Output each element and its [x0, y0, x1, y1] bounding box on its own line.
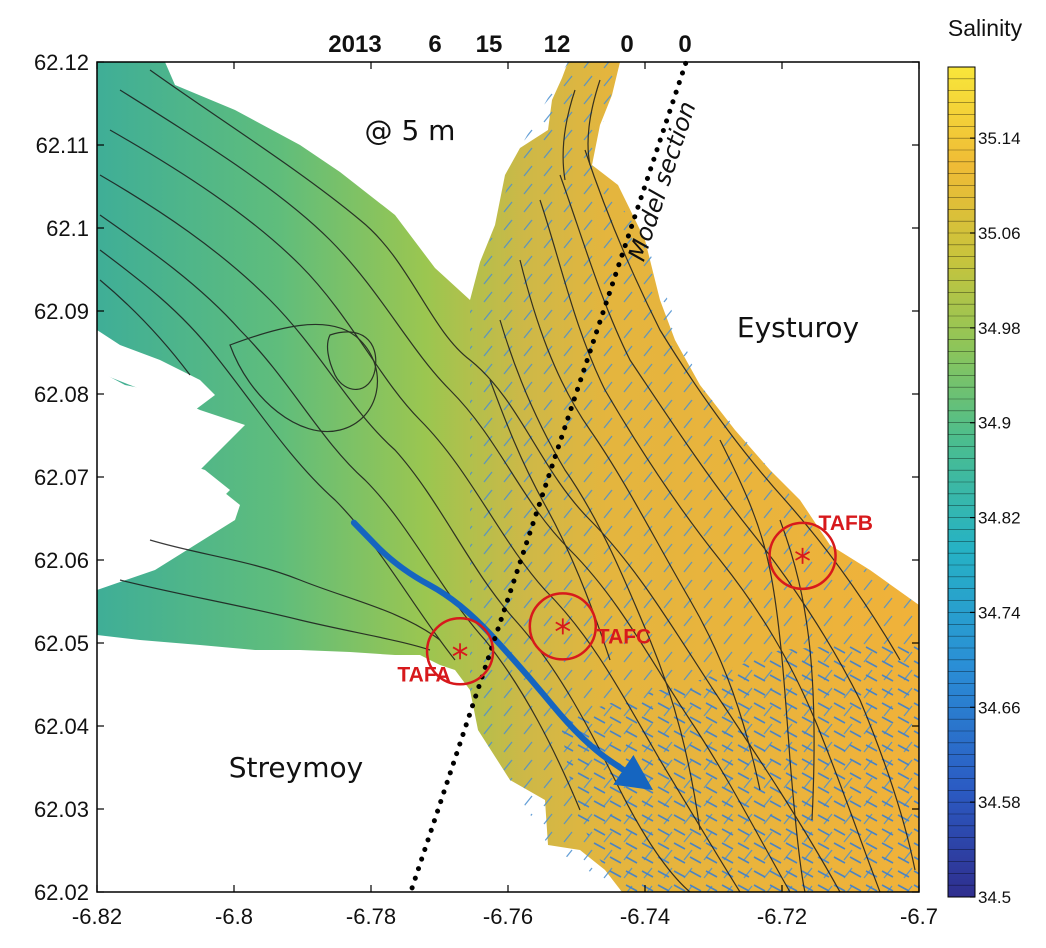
- date-month: 6: [428, 31, 441, 58]
- x-tick-label: -6.74: [620, 904, 670, 929]
- salinity-contours: [99, 69, 916, 892]
- station-tafa: TAFA: [397, 617, 495, 686]
- depth-label: @ 5 m: [365, 114, 456, 147]
- colorbar-tick-label: 34.98: [978, 319, 1021, 338]
- stations: TAFA TAFC TAFB: [397, 512, 873, 686]
- y-tick-label: 62.03: [34, 797, 89, 822]
- station-star-icon: [555, 618, 571, 635]
- colorbar-tick-label: 34.58: [978, 793, 1021, 812]
- y-tick-label: 62.07: [34, 465, 89, 490]
- y-tick-label: 62.04: [34, 714, 89, 739]
- date-day: 15: [476, 31, 503, 58]
- colorbar-tick-label: 34.74: [978, 603, 1021, 622]
- land-label-east: Eysturoy: [737, 311, 859, 344]
- x-tick-label: -6.82: [72, 904, 122, 929]
- x-axis: -6.82 -6.8 -6.78 -6.76 -6.74 -6.72 -6.7: [72, 62, 938, 929]
- station-star-icon: [452, 643, 468, 660]
- colorbar-ticks: 35.14 35.06 34.98 34.9 34.82 34.74 34.66 34.58 3…: [970, 129, 1021, 907]
- y-tick-label: 62.11: [36, 133, 89, 158]
- flow-arrow: [350, 519, 654, 791]
- date-minute: 0: [620, 31, 633, 58]
- station-tafc: TAFC: [528, 592, 651, 661]
- station-circle: [425, 617, 495, 686]
- x-tick-label: -6.76: [483, 904, 533, 929]
- station-label: TAFC: [597, 625, 651, 648]
- date-header: 2013 6 15 12 0 0: [328, 31, 691, 58]
- y-axis: 62.12 62.11 62.1 62.09 62.08 62.07 62.06 62.05 6…: [34, 50, 919, 905]
- y-tick-label: 62.06: [34, 548, 89, 573]
- station-star-icon: [795, 547, 810, 564]
- date-hour: 12: [544, 31, 571, 58]
- colorbar-title: Salinity: [948, 15, 1023, 41]
- plot-area: [97, 62, 919, 892]
- colorbar-tick-label: 34.5: [978, 888, 1011, 907]
- colorbar-tick-label: 34.66: [978, 698, 1021, 717]
- station-circle: [768, 521, 837, 591]
- date-year: 2013: [328, 31, 381, 58]
- land-label-west: Streymoy: [229, 751, 363, 784]
- land-notch-inlet: [97, 430, 230, 530]
- station-label: TAFB: [819, 512, 873, 535]
- y-tick-label: 62.1: [46, 216, 89, 241]
- y-tick-label: 62.09: [34, 299, 89, 324]
- y-tick-label: 62.12: [34, 50, 89, 75]
- x-tick-label: -6.72: [757, 904, 807, 929]
- colorbar-tick-label: 34.82: [978, 509, 1021, 528]
- y-tick-label: 62.05: [34, 631, 89, 656]
- colorbar: 35.14 35.06 34.98 34.9 34.82 34.74 34.66 34.58 3…: [947, 66, 1021, 907]
- station-label: TAFA: [397, 663, 450, 686]
- colorbar-tick-label: 35.06: [978, 224, 1021, 243]
- date-second: 0: [678, 31, 691, 58]
- colorbar-tick-label: 35.14: [978, 129, 1021, 148]
- velocity-field-strong: [560, 640, 919, 892]
- x-tick-label: -6.78: [346, 904, 396, 929]
- x-tick-label: -6.7: [900, 904, 938, 929]
- station-circle: [528, 592, 598, 661]
- land-notch-west: [97, 330, 215, 410]
- station-tafb: TAFB: [768, 512, 873, 591]
- x-tick-label: -6.8: [215, 904, 253, 929]
- colorbar-tick-label: 34.9: [978, 414, 1011, 433]
- y-tick-label: 62.08: [34, 382, 89, 407]
- model-section-line: [409, 59, 689, 891]
- y-tick-label: 62.02: [34, 880, 89, 905]
